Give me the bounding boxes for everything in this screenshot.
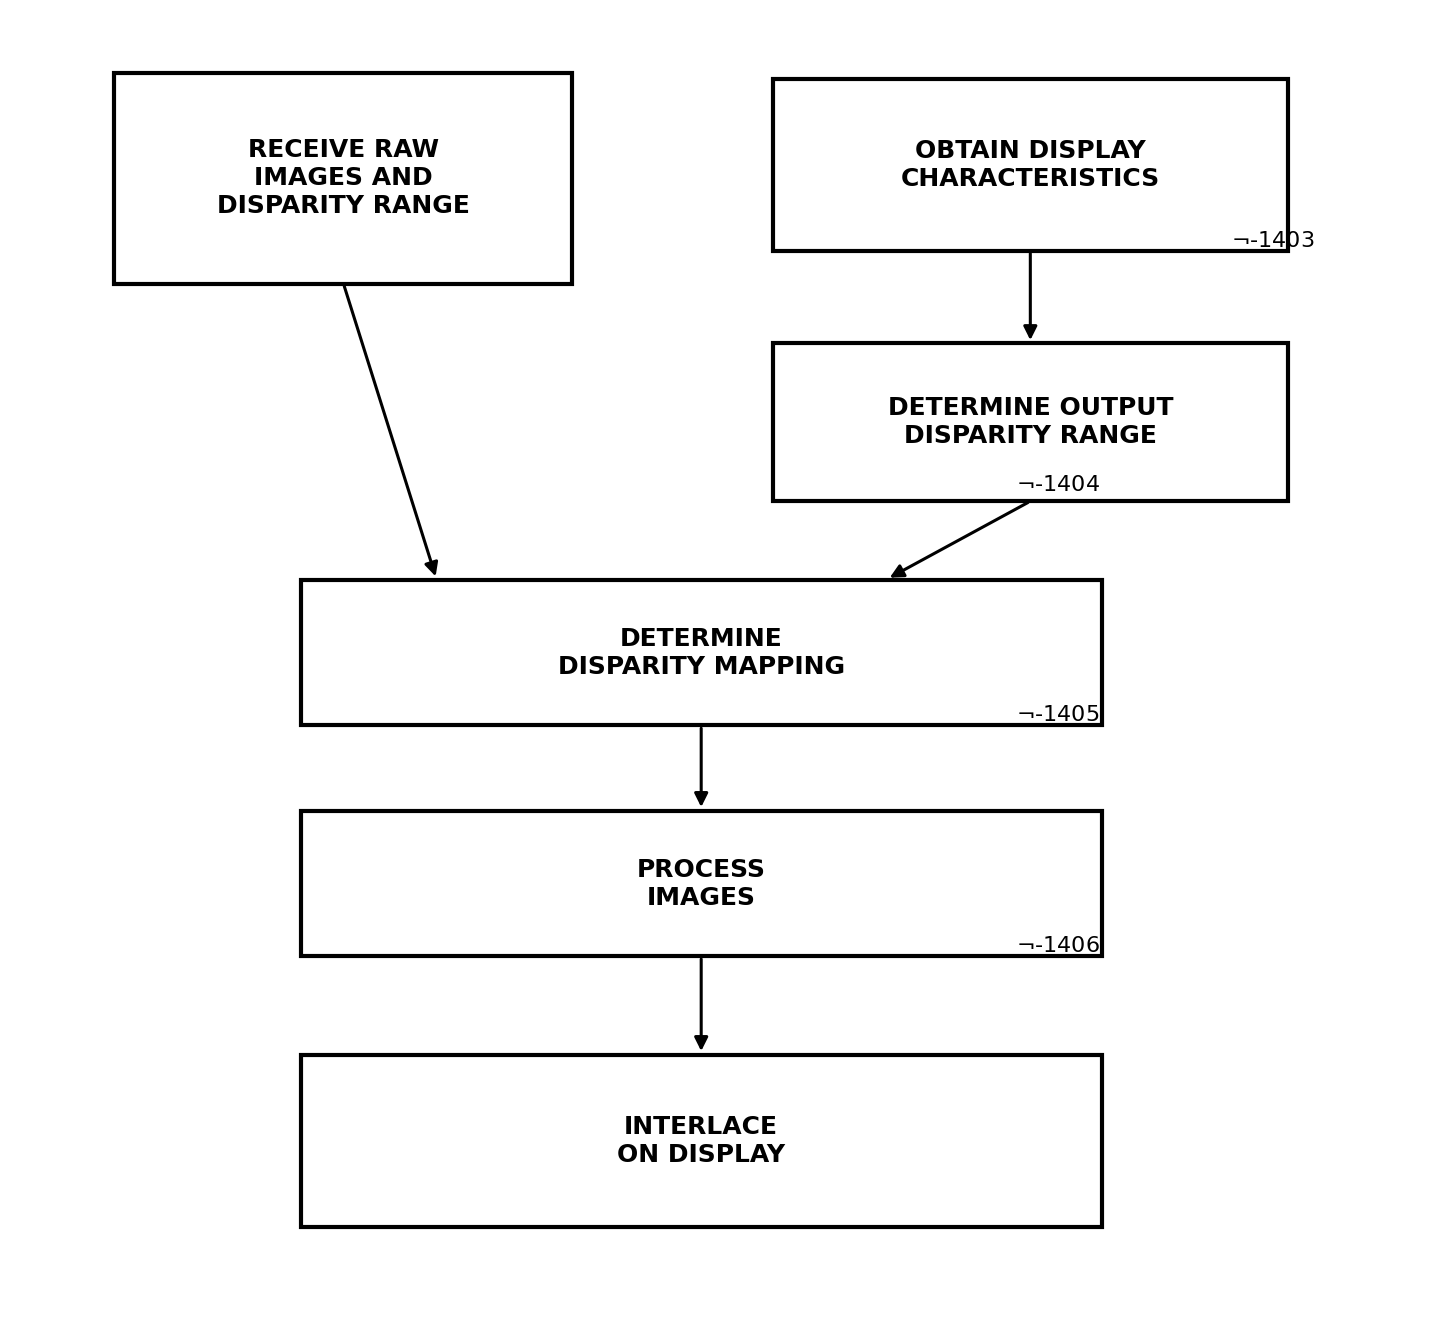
Text: $\mathsf{\neg}$-1404: $\mathsf{\neg}$-1404 <box>1016 475 1100 495</box>
Bar <box>773 343 1288 501</box>
Bar <box>301 580 1102 725</box>
Text: RECEIVE RAW
IMAGES AND
DISPARITY RANGE: RECEIVE RAW IMAGES AND DISPARITY RANGE <box>218 138 469 218</box>
Text: DETERMINE
DISPARITY MAPPING: DETERMINE DISPARITY MAPPING <box>558 627 844 679</box>
Text: $\mathsf{\neg}$-1405: $\mathsf{\neg}$-1405 <box>1016 706 1099 725</box>
Text: OBTAIN DISPLAY
CHARACTERISTICS: OBTAIN DISPLAY CHARACTERISTICS <box>900 138 1161 191</box>
Text: INTERLACE
ON DISPLAY: INTERLACE ON DISPLAY <box>617 1115 786 1167</box>
Text: $\mathsf{\neg}$-1403: $\mathsf{\neg}$-1403 <box>1231 231 1314 251</box>
Bar <box>773 79 1288 251</box>
Text: $\mathsf{\neg}$-1406: $\mathsf{\neg}$-1406 <box>1016 936 1100 956</box>
Text: PROCESS
IMAGES: PROCESS IMAGES <box>637 857 766 910</box>
Text: DETERMINE OUTPUT
DISPARITY RANGE: DETERMINE OUTPUT DISPARITY RANGE <box>887 396 1173 448</box>
Bar <box>301 811 1102 956</box>
Bar <box>114 73 572 284</box>
Bar <box>301 1055 1102 1227</box>
